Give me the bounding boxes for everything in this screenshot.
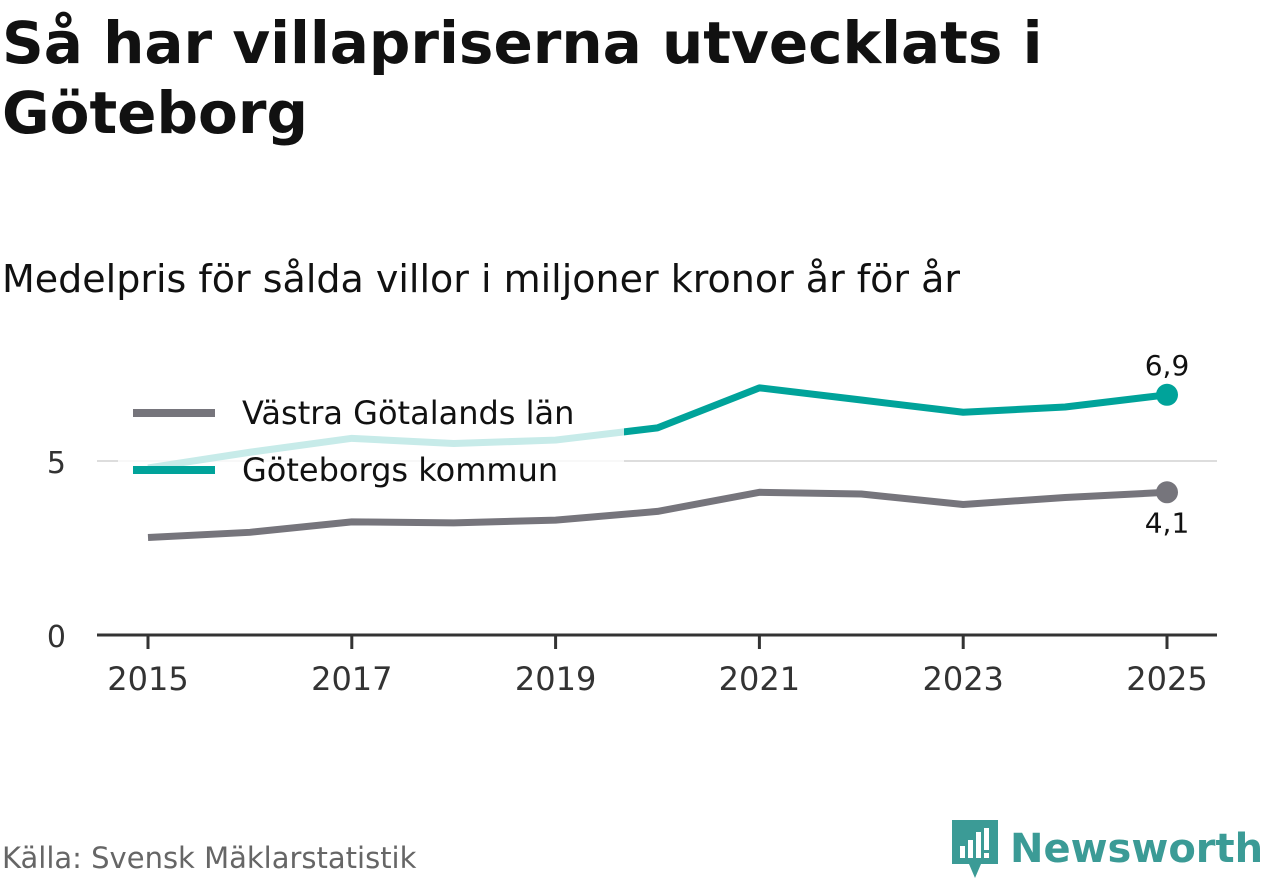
data-label-1: 6,9 — [1145, 349, 1190, 382]
x-tick-label-2025: 2025 — [1126, 660, 1207, 698]
brand-name: Newsworthy — [1010, 826, 1262, 872]
labels-layer: 4,1 6,9 — [1145, 349, 1190, 539]
source-note: Källa: Svensk Mäklarstatistik — [2, 841, 417, 875]
legend: Västra Götalands län Göteborgs kommun — [118, 382, 624, 498]
x-tick-label-2021: 2021 — [719, 660, 800, 698]
data-label-0: 4,1 — [1145, 506, 1190, 539]
x-tick-label-2023: 2023 — [922, 660, 1003, 698]
chart-subtitle: Medelpris för sålda villor i miljoner kr… — [2, 257, 961, 301]
end-point-0 — [1156, 481, 1178, 504]
y-tick-label-0: 0 — [47, 620, 66, 655]
x-tick-label-2017: 2017 — [311, 660, 392, 698]
x-tick-label-2019: 2019 — [515, 660, 596, 698]
legend-label-0: Västra Götalands län — [242, 394, 574, 432]
chart-title: Så har villapriserna utvecklats i Götebo… — [2, 9, 1043, 147]
series-line-vastra-gotalands-lan — [147, 488, 1168, 542]
x-tick-label-2015: 2015 — [107, 660, 188, 698]
line-chart: 0 5 2015 2017 2019 2021 2023 2025 Västra Götala… — [47, 349, 1217, 698]
legend-background — [118, 382, 624, 498]
brand: Newsworthy — [950, 818, 1262, 880]
end-point-1 — [1156, 383, 1178, 406]
newsworthy-logo-icon — [952, 820, 998, 878]
axis-layer: 0 5 2015 2017 2019 2021 2023 2025 — [47, 446, 1217, 698]
y-tick-label-5: 5 — [47, 446, 66, 481]
legend-label-1: Göteborgs kommun — [242, 451, 558, 489]
